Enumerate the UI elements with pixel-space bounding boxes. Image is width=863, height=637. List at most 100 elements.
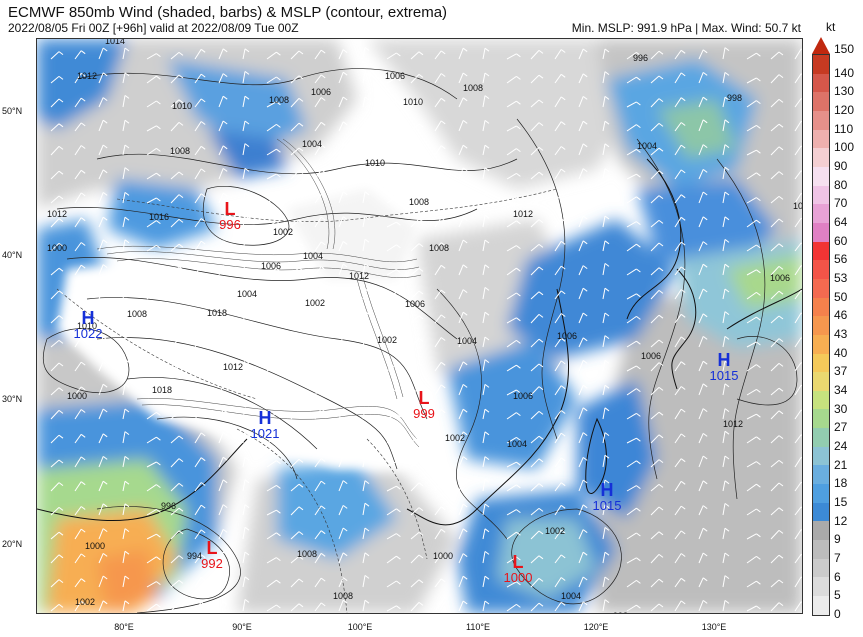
colorbar-cell xyxy=(813,166,829,186)
wind-barb-flag xyxy=(244,526,250,531)
wind-barb-flag xyxy=(364,407,370,412)
colorbar-cell xyxy=(813,596,829,615)
wind-barb xyxy=(122,481,126,492)
wind-barb xyxy=(98,528,104,540)
wind-barb xyxy=(698,264,704,276)
wind-barb xyxy=(314,194,322,204)
contour-label: 1002 xyxy=(377,335,397,345)
wind-barb-flag xyxy=(604,312,610,317)
wind-barb xyxy=(290,147,300,156)
contour-label: 1004 xyxy=(303,251,323,261)
wind-barb-flag xyxy=(58,506,64,511)
wind-barb-flag xyxy=(756,413,761,418)
wind-barb xyxy=(746,508,757,516)
wind-barb xyxy=(266,123,277,132)
wind-barb xyxy=(602,599,606,612)
colorbar-tick-label: 100 xyxy=(834,140,855,155)
contour-label: 1002 xyxy=(273,227,293,237)
wind-barb-flag xyxy=(636,412,641,417)
wind-barb xyxy=(530,99,540,108)
wind-barb xyxy=(722,431,726,444)
wind-barb-flag xyxy=(680,97,686,102)
wind-barb xyxy=(530,122,540,132)
wind-barb xyxy=(266,604,277,612)
wind-barb xyxy=(482,336,486,348)
wind-barb-flag xyxy=(342,191,348,196)
wind-barb-flag xyxy=(560,313,566,317)
wind-barb-flag xyxy=(636,149,641,153)
wind-barb-flag xyxy=(604,599,610,603)
wind-barb xyxy=(458,576,464,588)
wind-barb xyxy=(482,192,486,204)
wind-barb-flag xyxy=(298,291,304,296)
wind-barb xyxy=(290,219,300,228)
wind-barb xyxy=(146,508,157,516)
wind-barb-flag xyxy=(778,507,784,512)
wind-barb-flag xyxy=(80,242,86,246)
contour-label: 1004 xyxy=(237,289,257,299)
wind-barb xyxy=(578,504,584,516)
wind-barb-flag xyxy=(440,578,446,583)
wind-barb-flag xyxy=(636,485,641,490)
wind-barb xyxy=(98,408,104,420)
wind-barb-flag xyxy=(200,121,206,125)
wind-barb xyxy=(170,435,180,444)
wind-barb-flag xyxy=(276,220,281,225)
wind-barb xyxy=(698,144,704,156)
wind-barb-flag xyxy=(298,411,304,416)
wind-barb xyxy=(554,602,562,612)
wind-barb xyxy=(482,264,486,276)
colorbar-cell xyxy=(813,110,829,130)
wind-barb xyxy=(242,335,246,348)
wind-barb-flag xyxy=(200,362,206,367)
wind-barb-flag xyxy=(800,289,802,292)
wind-barb xyxy=(170,99,180,108)
wind-barb-flag xyxy=(320,552,326,557)
wind-barb xyxy=(314,122,322,132)
wind-barb-flag xyxy=(778,74,784,78)
wind-barb-flag xyxy=(538,171,544,176)
wind-barb xyxy=(722,361,726,372)
wind-barb-flag xyxy=(800,529,802,531)
wind-barb-flag xyxy=(462,289,468,294)
wind-barb-flag xyxy=(462,311,468,316)
wind-barb xyxy=(362,216,366,228)
wind-barb xyxy=(362,383,366,396)
colorbar-tick-label: 0 xyxy=(834,607,841,621)
map-panel[interactable]: 1012 1008 1010 1006 1004 1010 1008 1006 … xyxy=(36,38,803,614)
wind-barb xyxy=(338,480,344,492)
wind-barb xyxy=(290,267,300,276)
lon-label-90e: 90°E xyxy=(232,622,252,632)
wind-barb-flag xyxy=(560,410,566,414)
wind-barb-flag xyxy=(222,337,228,342)
wind-barb xyxy=(218,576,224,588)
wind-barb xyxy=(122,431,126,444)
wind-barb xyxy=(74,601,82,612)
wind-barb xyxy=(266,101,277,108)
wind-barb-flag xyxy=(200,432,206,437)
colorbar-cell xyxy=(813,129,829,149)
wind-barb xyxy=(170,74,180,84)
wind-barb xyxy=(50,98,60,108)
wind-barb xyxy=(626,124,637,132)
contour-label: 998 xyxy=(613,611,628,613)
wind-barb-flag xyxy=(244,312,250,317)
wind-barb xyxy=(626,148,637,156)
wind-barb xyxy=(74,242,82,252)
wind-barb xyxy=(458,48,464,60)
wind-barb-flag xyxy=(222,48,228,53)
wind-barb-flag xyxy=(156,125,161,130)
wind-barb-flag xyxy=(102,528,108,533)
wind-barb-flag xyxy=(102,311,108,316)
wind-barb-flag xyxy=(440,97,446,102)
wind-barb-flag xyxy=(418,434,424,439)
wind-barb xyxy=(530,50,540,60)
valid-time: 2022/08/05 Fri 00Z [+96h] valid at 2022/… xyxy=(8,21,299,35)
wind-barb-flag xyxy=(178,122,184,126)
wind-barb-flag xyxy=(800,48,802,51)
wind-barb xyxy=(74,97,82,108)
wind-barb-flag xyxy=(320,408,326,413)
wind-barb-flag xyxy=(538,291,544,296)
wind-barb-flag xyxy=(560,49,566,53)
wind-barb xyxy=(314,313,322,324)
